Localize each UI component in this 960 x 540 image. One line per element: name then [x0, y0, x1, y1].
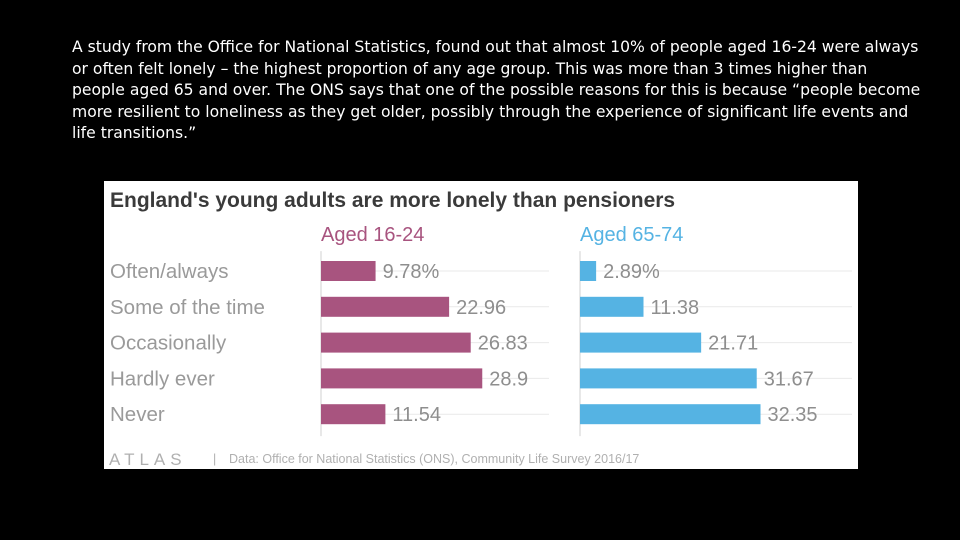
series-heading: Aged 16-24	[321, 224, 424, 246]
category-label: Some of the time	[110, 296, 265, 319]
data-label: 28.9	[489, 368, 528, 390]
data-label: 11.54	[392, 404, 441, 426]
data-label: 26.83	[478, 333, 528, 355]
series-heading: Aged 65-74	[580, 224, 683, 246]
data-bar	[580, 332, 702, 353]
data-bar	[321, 296, 450, 317]
category-label: Hardly ever	[110, 367, 215, 390]
chart-card: England's young adults are more lonely t…	[104, 181, 858, 469]
data-bar	[580, 296, 644, 317]
data-bar	[580, 404, 761, 425]
data-label: 2.89%	[603, 261, 660, 283]
data-bar	[321, 261, 376, 281]
footer-separator: |	[213, 452, 216, 466]
category-label: Often/always	[110, 260, 229, 283]
data-bar	[580, 261, 597, 281]
source-note: Data: Office for National Statistics (ON…	[229, 452, 639, 466]
data-label: 9.78%	[383, 261, 440, 283]
data-label: 32.35	[768, 404, 818, 426]
data-bar	[321, 368, 483, 389]
intro-paragraph: A study from the Office for National Sta…	[72, 38, 921, 142]
data-bar	[321, 332, 471, 353]
chart-title: England's young adults are more lonely t…	[110, 189, 675, 212]
atlas-logo: ATLAS	[109, 450, 187, 469]
data-label: 21.71	[708, 333, 758, 355]
data-label: 22.96	[456, 297, 506, 319]
data-label: 11.38	[651, 297, 700, 319]
category-label: Occasionally	[110, 332, 227, 355]
data-label: 31.67	[764, 368, 814, 390]
bar-chart: England's young adults are more lonely t…	[109, 189, 852, 469]
data-bar	[321, 404, 386, 425]
data-bar	[580, 368, 757, 389]
category-label: Never	[110, 403, 165, 426]
